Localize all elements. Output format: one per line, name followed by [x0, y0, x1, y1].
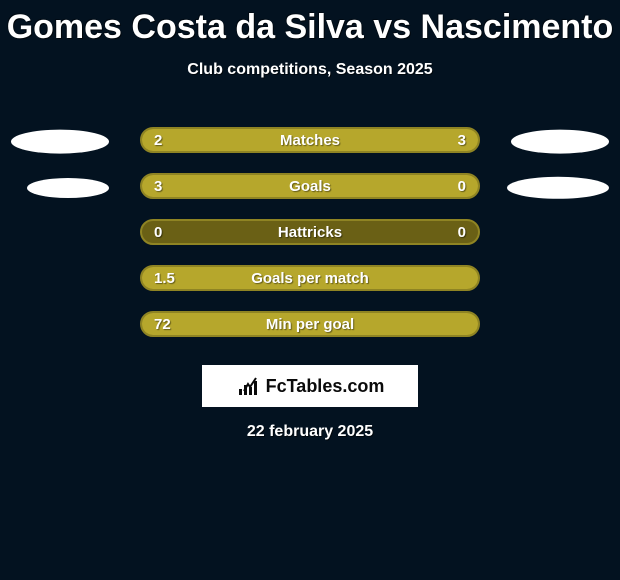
stat-value-right: 3: [458, 129, 466, 151]
stat-value-left: 1.5: [154, 267, 175, 289]
stat-row: 1.5Goals per match: [0, 259, 620, 305]
player-oval-left: [11, 130, 109, 154]
player-oval-right: [511, 130, 609, 154]
stat-bar-fill-right: [404, 175, 478, 197]
stat-bar-fill-right: [276, 129, 478, 151]
stat-row: 23Matches: [0, 121, 620, 167]
stats-bars: 23Matches30Goals00Hattricks1.5Goals per …: [0, 121, 620, 351]
stat-bar-track: 1.5Goals per match: [140, 265, 480, 291]
player-oval-left: [27, 178, 109, 198]
stat-bar-track: 30Goals: [140, 173, 480, 199]
stat-bar-fill-left: [142, 267, 478, 289]
page-title: Gomes Costa da Silva vs Nascimento: [0, 0, 620, 47]
brand-text: FcTables.com: [266, 376, 385, 397]
player-oval-right: [507, 177, 609, 199]
subtitle: Club competitions, Season 2025: [0, 61, 620, 79]
stat-bar-fill-left: [142, 313, 478, 335]
stat-bar-track: 0 0Hattricks: [140, 219, 480, 245]
stat-bar-track: 72Min per goal: [140, 311, 480, 337]
stat-value-right: 0: [458, 175, 466, 197]
stat-value-left: 3: [154, 175, 162, 197]
stat-value-left: 72: [154, 313, 171, 335]
date-line: 22 february 2025: [0, 423, 620, 441]
stat-bar-fill-left: [142, 175, 404, 197]
stat-value-left: 2: [154, 129, 162, 151]
stat-bar-track: 23Matches: [140, 127, 480, 153]
stat-value-right: 0: [458, 221, 466, 243]
stat-row: 0 0Hattricks: [0, 213, 620, 259]
bar-chart-icon: [236, 375, 260, 397]
stat-value-left: 0: [154, 221, 162, 243]
stat-label: Hattricks: [142, 221, 478, 243]
brand-box: FcTables.com: [202, 365, 418, 407]
stat-row: 30Goals: [0, 167, 620, 213]
stat-row: 72Min per goal: [0, 305, 620, 351]
